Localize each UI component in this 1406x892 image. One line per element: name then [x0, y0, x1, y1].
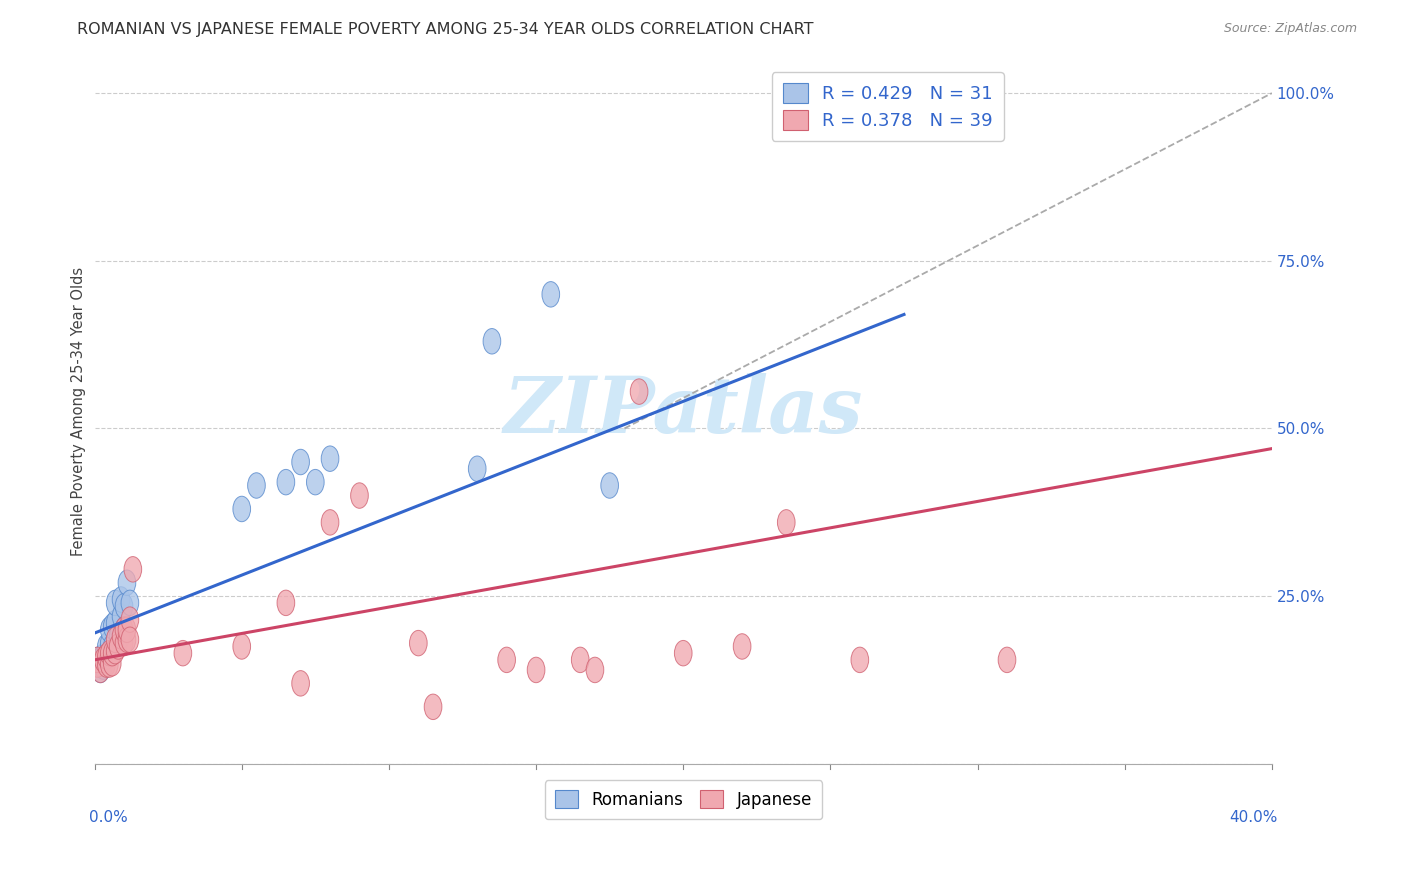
- Ellipse shape: [115, 631, 132, 656]
- Ellipse shape: [350, 483, 368, 508]
- Ellipse shape: [321, 509, 339, 535]
- Ellipse shape: [321, 446, 339, 471]
- Ellipse shape: [468, 456, 486, 482]
- Ellipse shape: [107, 639, 124, 664]
- Ellipse shape: [233, 633, 250, 659]
- Ellipse shape: [586, 657, 603, 682]
- Ellipse shape: [91, 647, 110, 673]
- Ellipse shape: [107, 591, 124, 615]
- Ellipse shape: [107, 610, 124, 636]
- Ellipse shape: [107, 627, 124, 653]
- Ellipse shape: [121, 591, 139, 615]
- Ellipse shape: [100, 631, 118, 656]
- Ellipse shape: [174, 640, 191, 666]
- Ellipse shape: [89, 647, 107, 673]
- Legend: Romanians, Japanese: Romanians, Japanese: [544, 780, 823, 819]
- Ellipse shape: [541, 282, 560, 307]
- Ellipse shape: [498, 647, 516, 673]
- Ellipse shape: [104, 650, 121, 676]
- Ellipse shape: [94, 644, 112, 669]
- Ellipse shape: [104, 614, 121, 639]
- Ellipse shape: [630, 379, 648, 404]
- Ellipse shape: [100, 640, 118, 666]
- Ellipse shape: [94, 647, 112, 673]
- Ellipse shape: [110, 624, 127, 649]
- Ellipse shape: [307, 469, 325, 495]
- Ellipse shape: [121, 627, 139, 653]
- Ellipse shape: [94, 654, 112, 680]
- Text: ZIPatlas: ZIPatlas: [503, 374, 863, 450]
- Text: ROMANIAN VS JAPANESE FEMALE POVERTY AMONG 25-34 YEAR OLDS CORRELATION CHART: ROMANIAN VS JAPANESE FEMALE POVERTY AMON…: [77, 22, 814, 37]
- Ellipse shape: [121, 607, 139, 632]
- Ellipse shape: [425, 694, 441, 720]
- Ellipse shape: [124, 557, 142, 582]
- Ellipse shape: [104, 633, 121, 659]
- Text: Source: ZipAtlas.com: Source: ZipAtlas.com: [1223, 22, 1357, 36]
- Ellipse shape: [233, 496, 250, 522]
- Ellipse shape: [97, 644, 115, 669]
- Ellipse shape: [112, 624, 129, 649]
- Ellipse shape: [115, 617, 132, 642]
- Ellipse shape: [571, 647, 589, 673]
- Ellipse shape: [100, 652, 118, 677]
- Ellipse shape: [734, 633, 751, 659]
- Ellipse shape: [115, 593, 132, 619]
- Ellipse shape: [118, 570, 136, 596]
- Ellipse shape: [292, 450, 309, 475]
- Ellipse shape: [778, 509, 794, 535]
- Ellipse shape: [277, 469, 295, 495]
- Ellipse shape: [851, 647, 869, 673]
- Text: 0.0%: 0.0%: [89, 810, 128, 824]
- Ellipse shape: [97, 633, 115, 659]
- Ellipse shape: [292, 671, 309, 696]
- Text: 40.0%: 40.0%: [1229, 810, 1278, 824]
- Ellipse shape: [118, 627, 136, 653]
- Ellipse shape: [91, 657, 110, 682]
- Ellipse shape: [998, 647, 1015, 673]
- Ellipse shape: [600, 473, 619, 499]
- Ellipse shape: [277, 591, 295, 615]
- Y-axis label: Female Poverty Among 25-34 Year Olds: Female Poverty Among 25-34 Year Olds: [72, 268, 86, 557]
- Ellipse shape: [527, 657, 546, 682]
- Ellipse shape: [675, 640, 692, 666]
- Ellipse shape: [97, 644, 115, 669]
- Ellipse shape: [97, 652, 115, 677]
- Ellipse shape: [89, 652, 107, 677]
- Ellipse shape: [89, 647, 107, 673]
- Ellipse shape: [115, 617, 132, 642]
- Ellipse shape: [110, 633, 127, 659]
- Ellipse shape: [821, 114, 839, 139]
- Ellipse shape: [409, 631, 427, 656]
- Ellipse shape: [118, 617, 136, 642]
- Ellipse shape: [484, 328, 501, 354]
- Ellipse shape: [112, 587, 129, 612]
- Ellipse shape: [91, 657, 110, 682]
- Ellipse shape: [100, 617, 118, 642]
- Ellipse shape: [104, 640, 121, 666]
- Ellipse shape: [247, 473, 266, 499]
- Ellipse shape: [112, 604, 129, 629]
